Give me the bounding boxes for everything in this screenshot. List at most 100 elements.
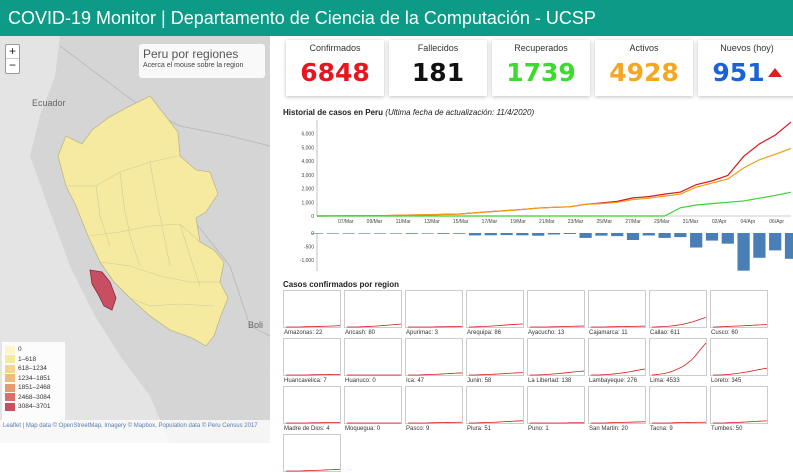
x-tick-label: 17/Mar <box>482 219 498 225</box>
region-mini-chart[interactable] <box>649 290 707 328</box>
stat-card-number: 1739 <box>506 58 576 87</box>
region-mini-chart[interactable] <box>649 386 707 424</box>
stat-card-number: 181 <box>412 58 464 87</box>
region-mini-chart[interactable] <box>344 338 402 376</box>
region-mini-chart[interactable] <box>283 290 341 328</box>
region-sparkline <box>284 387 342 425</box>
map-label-bolivia: Boli <box>248 320 263 330</box>
region-mini-chart[interactable] <box>344 386 402 424</box>
map-info-subtitle: Acerca el mouse sobre la region <box>143 62 261 69</box>
region-label: La Libertad: 138 <box>528 378 571 384</box>
stat-card-value: 6848 <box>286 58 384 87</box>
region-line <box>652 422 706 423</box>
zoom-control: + − <box>5 44 20 74</box>
bar-tick-label: -500 <box>304 245 314 251</box>
region-label: Cusco: 60 <box>711 330 738 336</box>
region-label: Tacna: 9 <box>650 426 673 432</box>
region-sparkline <box>345 387 403 425</box>
region-line <box>286 326 340 327</box>
legend-item: 1234–1851 <box>5 374 62 384</box>
stat-card-label: Activos <box>595 43 693 53</box>
map-label-ecuador: Ecuador <box>32 98 66 108</box>
region-mini-chart[interactable] <box>283 434 341 472</box>
y-tick-label: 4,000 <box>301 159 314 165</box>
region-mini-chart[interactable] <box>405 290 463 328</box>
new-cases-bar <box>311 233 323 234</box>
region-mini-chart[interactable] <box>344 290 402 328</box>
region-mini-chart[interactable] <box>588 290 646 328</box>
new-cases-bar <box>469 233 481 235</box>
region-sparkline <box>650 387 708 425</box>
new-cases-bar <box>722 233 734 244</box>
legend-label: 618–1234 <box>18 365 47 372</box>
region-sparkline <box>345 291 403 329</box>
region-label: Ayacucho: 13 <box>528 330 564 336</box>
new-cases-bar <box>485 233 497 235</box>
peru-map[interactable]: + − Peru por regiones Acerca el mouse so… <box>0 36 270 443</box>
zoom-in-button[interactable]: + <box>6 45 19 59</box>
legend-swatch <box>5 355 15 363</box>
new-cases-bar <box>643 233 655 235</box>
region-line <box>591 369 645 375</box>
region-label: Lambayeque: 276 <box>589 378 637 384</box>
region-label: Madre de Dios: 4 <box>284 426 330 432</box>
new-cases-bar <box>706 233 718 241</box>
region-mini-chart[interactable] <box>588 386 646 424</box>
region-mini-chart[interactable] <box>466 386 524 424</box>
region-label: Ancash: 80 <box>345 330 375 336</box>
new-cases-bar <box>627 233 639 240</box>
stat-card-label: Fallecidos <box>389 43 487 53</box>
region-mini-chart[interactable] <box>710 290 768 328</box>
region-label: Cajamarca: 11 <box>589 330 628 336</box>
region-label: Lima: 4533 <box>650 378 680 384</box>
region-sparkline <box>589 387 647 425</box>
new-cases-bar <box>548 233 560 234</box>
legend-item: 3084–3701 <box>5 402 62 412</box>
region-mini-chart[interactable] <box>466 290 524 328</box>
map-info-box: Peru por regiones Acerca el mouse sobre … <box>139 44 265 78</box>
region-mini-chart[interactable] <box>283 338 341 376</box>
region-mini-chart[interactable] <box>283 386 341 424</box>
region-label: Apurimac: 3 <box>406 330 438 336</box>
stat-card-value: 181 <box>389 58 487 87</box>
region-mini-chart[interactable] <box>405 338 463 376</box>
region-label: Puno: 1 <box>528 426 549 432</box>
legend-swatch <box>5 346 15 354</box>
region-mini-chart[interactable] <box>527 290 585 328</box>
region-mini-chart[interactable] <box>649 338 707 376</box>
region-mini-chart[interactable] <box>466 338 524 376</box>
region-mini-chart[interactable] <box>527 338 585 376</box>
map-info-title: Peru por regiones <box>143 47 261 61</box>
x-tick-label: 13/Mar <box>424 219 440 225</box>
new-cases-bar <box>327 233 339 234</box>
region-sparkline <box>467 291 525 329</box>
region-mini-chart[interactable] <box>710 338 768 376</box>
new-cases-bar <box>737 233 749 271</box>
y-tick-label: 3,000 <box>301 173 314 179</box>
region-line <box>530 371 584 375</box>
x-tick-label: 21/Mar <box>539 219 555 225</box>
region-mini-chart[interactable] <box>710 386 768 424</box>
legend-swatch <box>5 403 15 411</box>
region-mini-chart[interactable] <box>527 386 585 424</box>
region-sparkline <box>528 291 586 329</box>
zoom-out-button[interactable]: − <box>6 59 19 73</box>
region-mini-chart[interactable] <box>405 386 463 424</box>
legend-label: 1234–1851 <box>18 375 51 382</box>
y-tick-label: 6,000 <box>301 132 314 138</box>
region-sparkline <box>406 339 464 377</box>
x-tick-label: 07/Mar <box>338 219 354 225</box>
x-tick-label: 29/Mar <box>654 219 670 225</box>
region-label: San Martin: 20 <box>589 426 628 432</box>
x-tick-label: 09/Mar <box>367 219 383 225</box>
new-cases-bar <box>595 233 607 236</box>
stat-card-value: 951 <box>698 58 793 87</box>
region-line <box>347 324 401 327</box>
trend-up-icon <box>768 68 782 77</box>
region-mini-chart[interactable] <box>588 338 646 376</box>
new-cases-bar <box>532 233 544 236</box>
region-sparkline <box>467 339 525 377</box>
